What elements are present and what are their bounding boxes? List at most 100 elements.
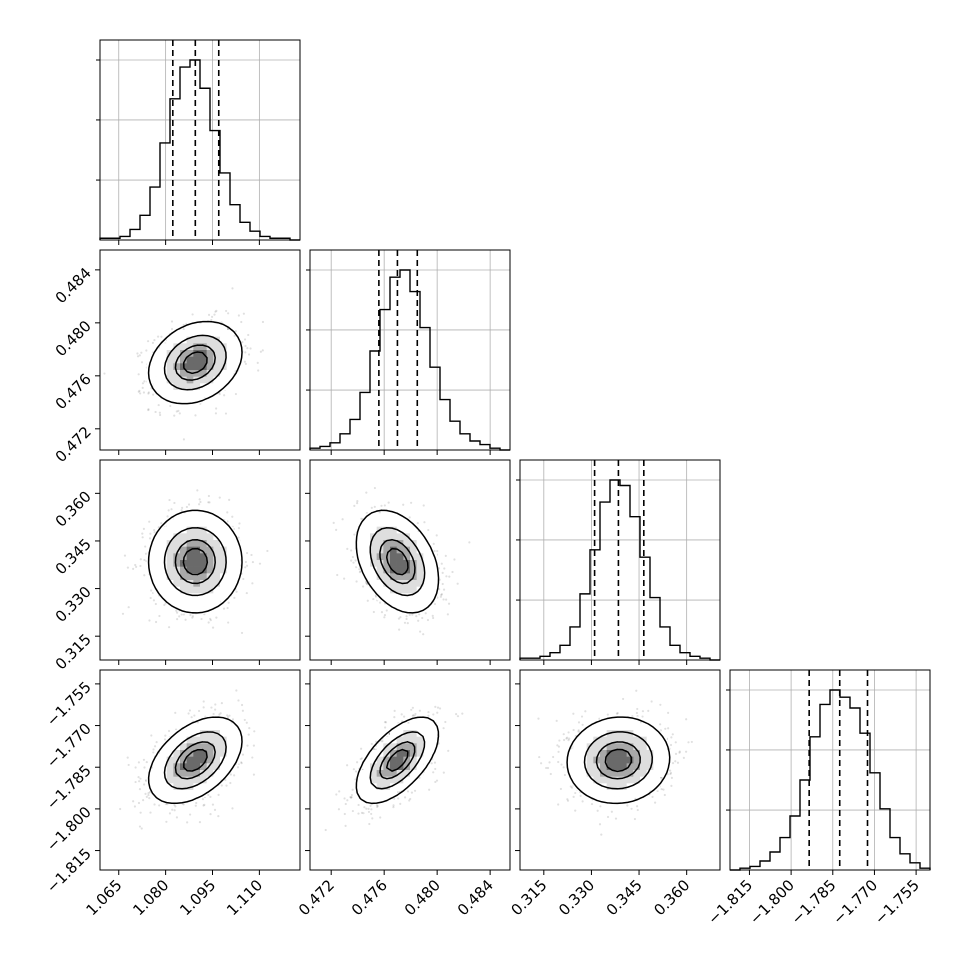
contour-line (174, 539, 216, 585)
density-cell (423, 586, 431, 594)
sample-point (234, 392, 238, 396)
density-cell (193, 783, 201, 791)
density-cell (213, 560, 221, 567)
sample-point (212, 712, 215, 716)
sample-point (403, 621, 407, 624)
density-cell (186, 730, 194, 737)
y-tick-label: −1.755 (43, 678, 95, 730)
y-tick-label: 0.360 (52, 487, 95, 530)
contour-line (147, 509, 243, 614)
density-cell (396, 513, 404, 521)
density-cell (403, 526, 411, 534)
density-cell (193, 586, 201, 594)
density-cell (390, 520, 397, 527)
sample-point (237, 536, 240, 539)
sample-point (146, 340, 150, 343)
density-cell (213, 323, 221, 331)
contour-line (182, 351, 208, 375)
density-cell (200, 750, 207, 757)
density-cell (376, 566, 384, 574)
density-cell (186, 553, 194, 561)
density-cell (206, 363, 214, 371)
sample-point (139, 777, 142, 780)
density-cell (363, 520, 371, 527)
sample-point (231, 718, 235, 721)
sample-point (182, 323, 185, 327)
density-cell (153, 350, 161, 357)
density-cell (423, 546, 431, 554)
density-cell (180, 533, 187, 541)
density-cell (206, 723, 214, 731)
sample-point (145, 779, 148, 782)
sample-point (147, 408, 150, 411)
density-cell (423, 566, 431, 574)
density-cell (416, 600, 424, 607)
sample-point (163, 738, 167, 741)
density-cell (390, 593, 397, 601)
density-cell (180, 356, 187, 364)
density-cell (173, 330, 181, 337)
sample-point (166, 515, 169, 518)
density-cell (206, 580, 214, 587)
density-cell (220, 593, 227, 601)
density-cell (226, 736, 234, 744)
density-cell (213, 350, 221, 357)
sample-point (170, 327, 174, 331)
sample-point (178, 412, 181, 415)
sample-point (360, 757, 363, 760)
sample-point (371, 817, 374, 820)
density-cell (160, 750, 167, 757)
sample-point (350, 796, 353, 799)
density-cell (410, 593, 417, 601)
density-cell (226, 586, 234, 594)
density-cell (363, 566, 371, 574)
sample-point (170, 320, 174, 323)
density-cell (430, 566, 437, 574)
density-cell (390, 573, 397, 581)
sample-point (153, 528, 156, 532)
sample-point (157, 526, 160, 529)
sample-point (154, 620, 158, 624)
sample-point (245, 591, 248, 595)
density-cell (200, 790, 207, 797)
density-cell (193, 546, 201, 554)
density-cell (200, 343, 207, 351)
sample-point (186, 821, 189, 824)
sample-point (353, 504, 356, 507)
sample-point (253, 730, 256, 733)
sample-point (209, 813, 212, 816)
density-cell (396, 520, 404, 527)
sample-point (346, 799, 349, 802)
density-cell (220, 330, 227, 337)
density-cell (410, 566, 417, 574)
sample-point (195, 801, 198, 805)
density-cell (173, 376, 181, 384)
sample-point (367, 807, 370, 810)
density-cell (233, 743, 241, 751)
sample-point (174, 805, 177, 808)
density-cell (383, 586, 391, 594)
sample-point (399, 616, 402, 619)
sample-point (231, 807, 234, 810)
density-cell (220, 520, 227, 527)
sample-point (203, 803, 206, 806)
density-cell (423, 553, 431, 561)
density-cell (186, 336, 194, 344)
density-cell (410, 586, 417, 594)
density-cell (180, 743, 187, 751)
density-cell (173, 580, 181, 587)
density-cell (173, 540, 181, 547)
sample-point (384, 721, 388, 724)
density-cell (160, 370, 167, 377)
x-tick-label: −1.755 (871, 876, 923, 928)
sample-point (211, 626, 215, 629)
density-cell (403, 573, 411, 581)
sample-point (440, 562, 443, 565)
sample-point (137, 801, 141, 805)
density-cell (166, 363, 174, 371)
density-cell (160, 390, 167, 397)
density-cell (226, 723, 234, 731)
sample-point (241, 709, 244, 712)
density-cell (363, 560, 371, 567)
sample-point (240, 703, 244, 707)
